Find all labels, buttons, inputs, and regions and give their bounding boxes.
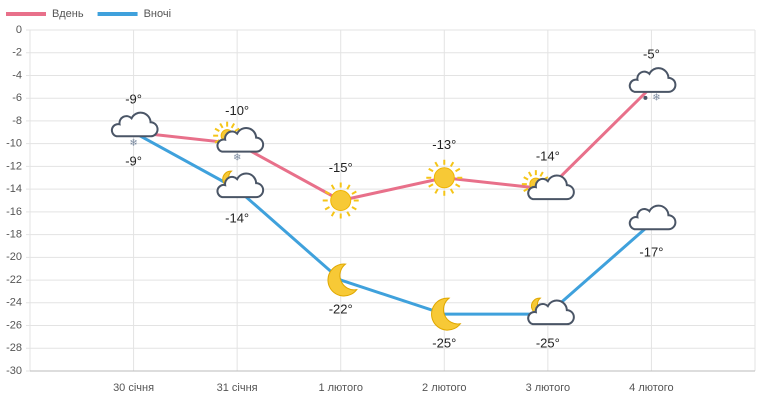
y-tick-label: -24 bbox=[6, 297, 22, 309]
snow-icon: ❄ bbox=[233, 152, 241, 163]
sun-icon bbox=[433, 167, 455, 189]
sun-ray bbox=[324, 206, 330, 211]
y-tick-label: -16 bbox=[6, 206, 22, 218]
value-label: -9° bbox=[125, 92, 142, 107]
sun-ray bbox=[455, 167, 461, 173]
value-label: -25° bbox=[536, 336, 560, 351]
x-tick-label: 3 лютого bbox=[526, 382, 571, 394]
sun-ray bbox=[455, 183, 461, 188]
sun-ray bbox=[346, 184, 351, 190]
sun-ray bbox=[449, 188, 455, 194]
snow-icon: ❄ bbox=[129, 138, 137, 149]
x-tick-label: 1 лютого bbox=[318, 382, 363, 394]
value-label: -25° bbox=[432, 336, 456, 351]
sun-ray bbox=[449, 161, 455, 168]
x-tick-label: 31 січня bbox=[217, 382, 258, 394]
cloud-icon bbox=[110, 111, 159, 138]
y-tick-label: -2 bbox=[12, 47, 22, 59]
value-label: -22° bbox=[329, 302, 353, 317]
cloud-icon bbox=[628, 67, 677, 93]
y-tick-label: -18 bbox=[6, 229, 22, 241]
sun-ray bbox=[523, 176, 529, 181]
value-label: -9° bbox=[125, 154, 142, 169]
sun-ray bbox=[527, 171, 533, 177]
moon-icon bbox=[327, 263, 358, 297]
y-tick-label: -30 bbox=[6, 365, 22, 377]
series-line bbox=[132, 130, 653, 316]
cloud-icon bbox=[216, 172, 265, 199]
y-tick-label: -20 bbox=[6, 251, 22, 263]
sun-icon bbox=[330, 190, 352, 211]
legend-label: Вдень bbox=[52, 8, 84, 20]
y-tick-label: -10 bbox=[6, 138, 22, 150]
sun-ray bbox=[351, 190, 357, 195]
x-tick-label: 2 лютого bbox=[422, 382, 467, 394]
value-label: -14° bbox=[536, 149, 560, 164]
value-label: -5° bbox=[643, 46, 660, 61]
y-tick-label: -4 bbox=[12, 69, 22, 81]
value-label: -14° bbox=[225, 211, 249, 226]
sun-ray bbox=[434, 161, 439, 168]
cloud-icon bbox=[216, 127, 265, 153]
y-tick-label: -12 bbox=[6, 160, 22, 172]
value-label: -10° bbox=[225, 103, 249, 118]
sun-ray bbox=[428, 183, 434, 188]
sun-ray bbox=[539, 171, 544, 177]
sun-ray bbox=[234, 127, 240, 133]
cloud-icon bbox=[628, 204, 677, 231]
y-tick-label: -8 bbox=[12, 115, 22, 127]
y-tick-label: -26 bbox=[6, 319, 22, 331]
y-tick-label: -22 bbox=[6, 274, 22, 286]
sun-ray bbox=[523, 187, 529, 192]
cloud-icon bbox=[527, 299, 575, 326]
sun-ray bbox=[428, 167, 434, 173]
sun-ray bbox=[330, 211, 336, 217]
legend-label: Вночі bbox=[144, 8, 171, 20]
sun-ray bbox=[351, 206, 357, 211]
y-tick-label: -14 bbox=[6, 183, 22, 195]
value-label: -13° bbox=[432, 137, 456, 152]
value-label: -17° bbox=[639, 245, 663, 260]
x-tick-label: 30 січня bbox=[113, 382, 154, 394]
rain-icon bbox=[643, 95, 648, 100]
sun-ray bbox=[346, 211, 351, 217]
sun-ray bbox=[230, 123, 236, 129]
x-tick-label: 4 лютого bbox=[629, 382, 674, 394]
sun-ray bbox=[330, 184, 336, 190]
sun-ray bbox=[219, 123, 224, 129]
moon-icon bbox=[431, 297, 462, 331]
sun-ray bbox=[324, 190, 330, 195]
y-tick-label: -28 bbox=[6, 342, 22, 354]
sun-ray bbox=[434, 188, 439, 194]
y-tick-label: 0 bbox=[16, 24, 22, 36]
y-tick-label: -6 bbox=[12, 92, 22, 104]
cloud-icon bbox=[527, 174, 575, 201]
snow-icon: ❄ bbox=[652, 92, 660, 103]
sun-ray bbox=[214, 127, 220, 133]
value-label: -15° bbox=[329, 160, 353, 175]
